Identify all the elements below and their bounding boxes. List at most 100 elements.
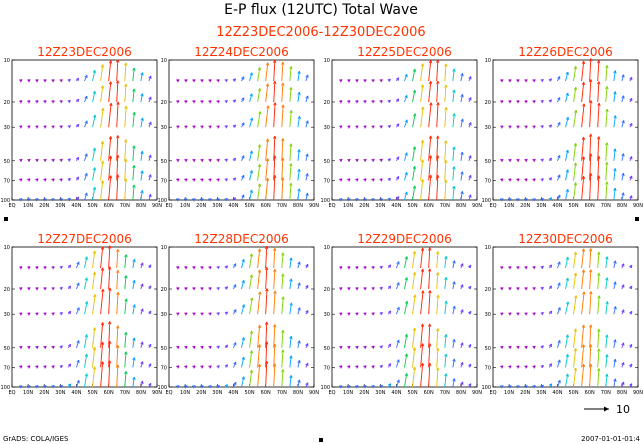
flux-vector-head [452,68,456,72]
flux-vector-head [124,371,128,375]
flux-vector-head [92,90,96,95]
flux-vector-head [101,107,105,112]
flux-vector-head [27,100,31,104]
flux-vector [589,291,592,315]
flux-vector [573,367,577,388]
flux-vector-head [444,300,448,304]
flux-vector-head [468,264,472,269]
flux-vector [257,88,261,103]
flux-vector [452,186,455,201]
flux-vector-head [140,308,144,312]
flux-vector-head [208,365,212,369]
flux-vector-head [100,322,105,326]
flux-vector [281,296,284,315]
flux-vector-head [249,117,254,121]
flux-vector [148,154,152,161]
flux-vector [436,272,439,290]
y-tick-label: 70 [161,365,167,371]
flux-vector-head [436,367,440,371]
flux-vector-head [428,135,433,139]
flux-vector-head [232,124,237,128]
flux-vector-head [532,125,536,129]
flux-vector-head [273,363,277,367]
flux-vector [412,166,416,181]
flux-vector-head [396,261,400,265]
flux-vector [436,59,439,82]
flux-vector [597,368,600,388]
flux-vector-head [100,267,105,271]
flux-vector-head [582,291,586,295]
flux-vector-head [468,76,472,80]
flux-vector [124,332,127,348]
flux-vector-head [396,196,400,200]
flux-vector-head [224,311,229,315]
flux-vector-head [363,158,367,163]
flux-vector-head [184,266,188,270]
flux-vector-head [395,77,400,81]
flux-vector-head [148,363,152,367]
flux-vector-head [140,283,144,287]
flux-vector-head [500,100,504,104]
flux-vector-head [589,324,593,328]
flux-vector [452,281,455,290]
flux-vector [404,373,408,388]
flux-vector-head [116,249,120,253]
x-tick-label: 40N [391,203,401,209]
flux-vector-head [84,173,88,177]
flux-vector [281,369,284,388]
flux-vector-head [241,194,245,198]
flux-vector-head [257,88,262,92]
flux-vector-head [532,287,536,291]
flux-vector-head [540,125,544,129]
flux-vector-head [500,79,504,83]
flux-vector-head [387,99,391,104]
flux-vector-head [540,384,544,389]
flux-vector [273,363,276,388]
flux-vector [621,192,624,201]
flux-vector-head [35,365,39,369]
flux-vector-head [124,298,128,302]
flux-vector [452,339,455,348]
flux-vector-head [573,87,578,91]
flux-vector-head [605,354,609,358]
x-tick-label: 80N [136,203,146,209]
x-tick-label: 50N [88,390,98,396]
flux-vector-head [192,385,196,389]
flux-vector [257,364,261,388]
flux-vector [92,271,96,290]
flux-vector-head [605,65,609,69]
flux-vector-head [75,98,80,103]
flux-vector [597,175,600,201]
x-tick-label: 10N [23,203,33,209]
flux-vector-head [452,339,456,343]
flux-vector [412,146,416,161]
flux-vector [573,66,577,82]
flux-vector [605,277,608,290]
flux-vector [581,248,585,269]
flux-vector [92,70,96,82]
flux-vector-head [589,58,593,62]
flux-vector [428,247,431,269]
flux-vector-head [200,158,204,163]
flux-vector-head [19,198,23,202]
flux-vector [573,272,577,290]
flux-vector [404,74,408,82]
flux-vector-head [405,300,409,305]
flux-vector [265,62,269,82]
flux-vector-head [216,178,220,182]
flux-vector-head [532,345,536,349]
flux-vector-head [548,363,553,367]
flux-vector-head [241,376,245,380]
flux-vector [92,167,96,181]
flux-vector [265,138,269,161]
x-tick-label: 20N [196,203,206,209]
flux-vector-head [468,194,472,198]
flux-vector [273,290,276,315]
flux-vector-head [532,198,536,202]
flux-vector-head [605,334,609,338]
flux-vector-head [629,122,633,127]
flux-vector-head [532,365,536,369]
flux-vector-head [249,150,253,154]
